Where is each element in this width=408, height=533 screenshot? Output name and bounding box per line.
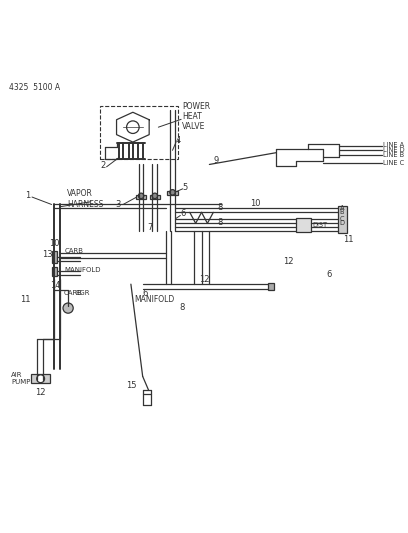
Bar [338,206,347,233]
Text: D: D [340,220,345,227]
Bar [136,195,146,199]
Text: C: C [340,216,344,222]
Bar [150,195,160,199]
Bar [52,251,57,263]
Text: 12: 12 [200,274,210,284]
Text: A: A [340,205,344,211]
Circle shape [152,193,157,199]
Text: EGR: EGR [75,290,90,296]
Text: 11: 11 [344,235,354,244]
Bar [52,266,57,276]
Circle shape [138,193,144,199]
Text: LINE A: LINE A [383,142,404,148]
Text: 8: 8 [218,203,223,212]
Text: 12: 12 [35,389,45,398]
Text: 12: 12 [283,257,293,266]
Text: AIR
PUMP: AIR PUMP [11,372,31,385]
Text: CARB: CARB [63,290,82,296]
Text: 5: 5 [182,183,188,192]
Text: POWER
HEAT
VALVE: POWER HEAT VALVE [182,102,210,132]
Text: 6: 6 [326,270,332,279]
Circle shape [126,121,139,133]
Text: 3: 3 [115,200,121,209]
Text: LINE C: LINE C [383,160,404,166]
Text: DIST: DIST [312,222,327,228]
Text: 8: 8 [179,303,184,312]
Text: CARB: CARB [64,248,83,254]
Text: MANIFOLD: MANIFOLD [134,295,175,304]
Circle shape [37,375,44,383]
Text: 4325  5100 A: 4325 5100 A [9,84,60,92]
Text: 10: 10 [49,239,60,248]
Text: 13: 13 [42,250,53,259]
Text: 15: 15 [126,381,137,390]
Text: LINE B: LINE B [383,152,404,158]
Text: LINE D: LINE D [383,147,404,154]
Text: 1: 1 [25,191,31,200]
Text: 7: 7 [147,223,153,232]
Bar [167,191,177,195]
Text: B: B [340,208,344,215]
Text: 6: 6 [180,209,185,219]
Text: 11: 11 [20,295,30,304]
Bar [296,218,310,232]
Bar [100,106,178,159]
Text: 2: 2 [100,161,105,169]
Bar [31,374,51,383]
Bar [268,283,274,290]
Text: 6: 6 [142,289,147,298]
Text: VAPOR
HARNESS: VAPOR HARNESS [67,189,104,209]
Text: 4: 4 [175,135,181,144]
Circle shape [63,303,73,313]
Text: 14: 14 [50,281,61,290]
Text: 10: 10 [251,199,261,208]
Circle shape [170,190,175,195]
Text: 9: 9 [214,156,219,165]
Text: MANIFOLD: MANIFOLD [64,266,101,273]
Text: 8: 8 [218,218,223,227]
